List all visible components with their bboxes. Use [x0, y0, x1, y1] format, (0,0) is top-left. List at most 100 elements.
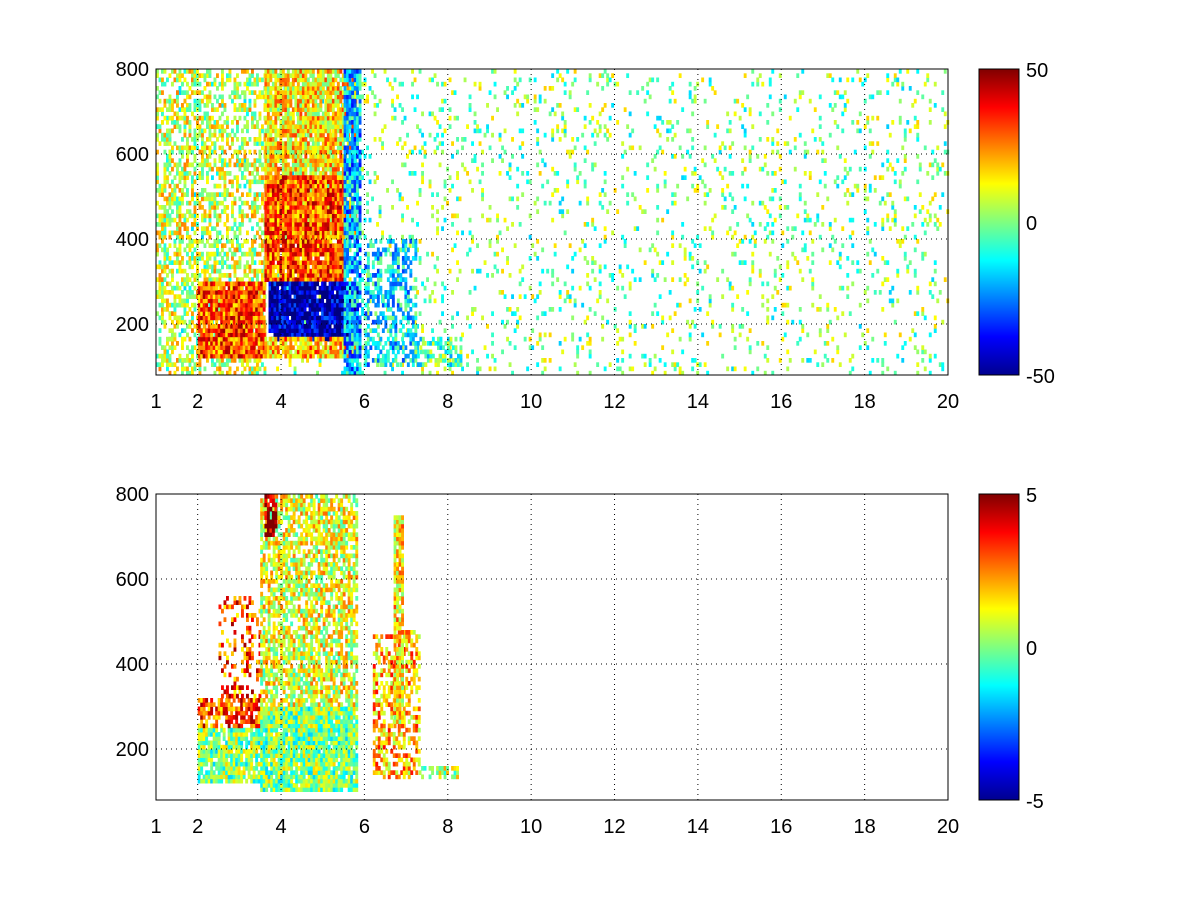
heatmap-cell: [299, 86, 303, 91]
heatmap-cell: [661, 217, 665, 223]
heatmap-cell: [423, 298, 427, 304]
heatmap-cell: [232, 345, 236, 350]
heatmap-cell: [276, 128, 280, 134]
heatmap-cell: [548, 332, 552, 338]
heatmap-cell: [491, 353, 494, 359]
heatmap-cell: [493, 264, 497, 270]
heatmap-cell: [236, 247, 239, 253]
heatmap-cell: [551, 192, 555, 197]
heatmap-cell: [266, 86, 270, 91]
heatmap-cell: [212, 298, 216, 304]
heatmap-cell: [936, 166, 940, 172]
heatmap-cell: [221, 243, 224, 248]
heatmap-cell: [161, 192, 164, 197]
heatmap-cell: [233, 268, 237, 274]
heatmap-cell: [906, 268, 910, 274]
heatmap-cell: [743, 260, 747, 265]
heatmap-cell: [581, 345, 585, 350]
heatmap-cell: [381, 141, 384, 146]
heatmap-cell: [668, 290, 672, 295]
heatmap-cell: [269, 94, 273, 100]
heatmap-cell: [281, 73, 285, 78]
heatmap-cell: [638, 205, 642, 210]
heatmap-cell: [226, 213, 229, 219]
heatmap-cell: [766, 171, 770, 176]
heatmap-cell: [166, 302, 169, 308]
heatmap-cell: [876, 358, 880, 363]
heatmap-cell: [225, 281, 229, 287]
heatmap-cell: [248, 149, 252, 155]
heatmap-cell: [158, 222, 162, 227]
heatmap-cell: [846, 285, 850, 291]
heatmap-cell: [238, 277, 242, 282]
heatmap-cell: [766, 137, 770, 142]
heatmap-cell: [653, 366, 657, 372]
heatmap-cell: [171, 69, 174, 74]
heatmap-cell: [243, 175, 247, 180]
heatmap-cell: [269, 124, 273, 129]
heatmap-cell: [183, 120, 187, 125]
heatmap-cell: [201, 171, 204, 176]
heatmap-cell: [269, 162, 273, 168]
heatmap-cell: [933, 260, 937, 265]
heatmap-cell: [227, 345, 231, 350]
heatmap-cell: [238, 81, 242, 87]
heatmap-cell: [240, 324, 244, 329]
heatmap-cell: [803, 154, 807, 159]
heatmap-cell: [626, 166, 630, 172]
heatmap-cell: [231, 213, 234, 219]
heatmap-cell: [241, 128, 244, 134]
heatmap-cell: [158, 192, 162, 197]
heatmap-cell: [235, 332, 239, 338]
heatmap-cell: [478, 81, 482, 87]
heatmap-cell: [691, 171, 695, 176]
heatmap-cell: [173, 285, 177, 291]
heatmap-cell: [186, 171, 189, 176]
heatmap-cell: [503, 217, 507, 223]
heatmap-cell: [250, 294, 254, 299]
heatmap-cell: [871, 115, 875, 121]
heatmap-cell: [210, 307, 214, 312]
heatmap-cell: [321, 98, 324, 104]
heatmap-cell: [898, 98, 902, 104]
heatmap-cell: [200, 332, 204, 338]
heatmap-cell: [201, 128, 204, 134]
heatmap-cell: [274, 145, 278, 151]
heatmap-cell: [651, 370, 655, 376]
heatmap-cell: [286, 132, 290, 138]
heatmap-cell: [908, 128, 912, 134]
heatmap-cell: [436, 230, 439, 236]
heatmap-cell: [818, 328, 822, 333]
heatmap-cell: [236, 226, 239, 231]
heatmap-cell: [558, 307, 562, 312]
heatmap-cell: [246, 264, 249, 270]
heatmap-cell: [468, 107, 472, 112]
heatmap-cell: [191, 111, 194, 117]
heatmap-cell: [168, 141, 172, 146]
heatmap-cell: [916, 362, 920, 367]
heatmap-cell: [205, 332, 209, 338]
heatmap-cell: [186, 332, 189, 338]
heatmap-cell: [801, 328, 805, 333]
heatmap-cell: [256, 362, 259, 367]
heatmap-cell: [761, 166, 765, 172]
heatmap-cell: [256, 358, 259, 363]
heatmap-cell: [294, 145, 298, 151]
heatmap-cell: [217, 302, 221, 308]
heatmap-cell: [240, 341, 244, 346]
heatmap-cell: [220, 302, 224, 308]
heatmap-cell: [161, 294, 164, 299]
heatmap-cell: [731, 324, 735, 329]
heatmap-cell: [156, 132, 159, 138]
heatmap-cell: [226, 77, 229, 83]
heatmap-cell: [245, 324, 249, 329]
heatmap-cell: [403, 115, 407, 121]
heatmap-cell: [158, 98, 162, 104]
heatmap-cell: [176, 120, 179, 125]
heatmap-cell: [247, 315, 251, 321]
heatmap-cell: [873, 290, 877, 295]
heatmap-cell: [696, 188, 700, 193]
heatmap-cell: [233, 115, 237, 121]
heatmap-cell: [183, 175, 187, 180]
heatmap-cell: [237, 307, 241, 312]
